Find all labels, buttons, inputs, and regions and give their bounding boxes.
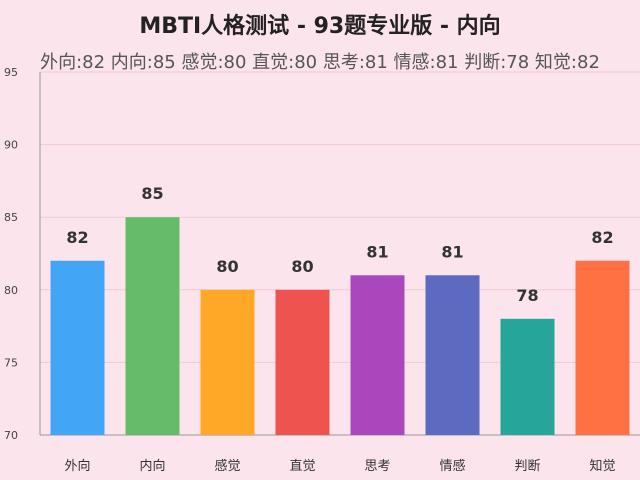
data-label: 81 xyxy=(366,242,388,261)
bar xyxy=(275,289,330,435)
y-tick-label: 90 xyxy=(4,139,18,152)
x-tick-label: 直觉 xyxy=(289,459,315,474)
bar xyxy=(200,289,255,435)
chart-title: MBTI人格测试 - 93题专业版 - 内向 xyxy=(139,14,501,39)
x-tick-label: 感觉 xyxy=(214,458,240,474)
x-tick-label: 情感 xyxy=(439,458,465,474)
data-label: 81 xyxy=(441,242,463,261)
bar xyxy=(575,260,630,435)
y-tick-label: 80 xyxy=(4,284,18,297)
y-tick-label: 70 xyxy=(4,429,18,442)
bar xyxy=(350,275,405,435)
data-label: 85 xyxy=(141,184,163,203)
bar xyxy=(425,275,480,435)
bar xyxy=(500,318,555,435)
y-tick-label: 75 xyxy=(4,356,18,369)
chart-subtitle: 外向:82 内向:85 感觉:80 直觉:80 思考:81 情感:81 判断:7… xyxy=(40,52,600,73)
data-label: 80 xyxy=(216,257,238,276)
y-tick-label: 95 xyxy=(4,66,18,79)
x-tick-label: 知觉 xyxy=(589,458,615,474)
x-tick-label: 外向 xyxy=(64,458,90,474)
bar xyxy=(50,260,105,435)
data-label: 82 xyxy=(66,228,88,247)
y-tick-label: 85 xyxy=(4,211,18,224)
x-tick-label: 判断 xyxy=(514,459,540,474)
data-label: 80 xyxy=(291,257,313,276)
bar xyxy=(125,217,180,435)
x-tick-label: 内向 xyxy=(139,458,165,474)
x-tick-label: 思考 xyxy=(364,459,390,474)
data-label: 78 xyxy=(516,286,538,305)
data-label: 82 xyxy=(591,228,613,247)
